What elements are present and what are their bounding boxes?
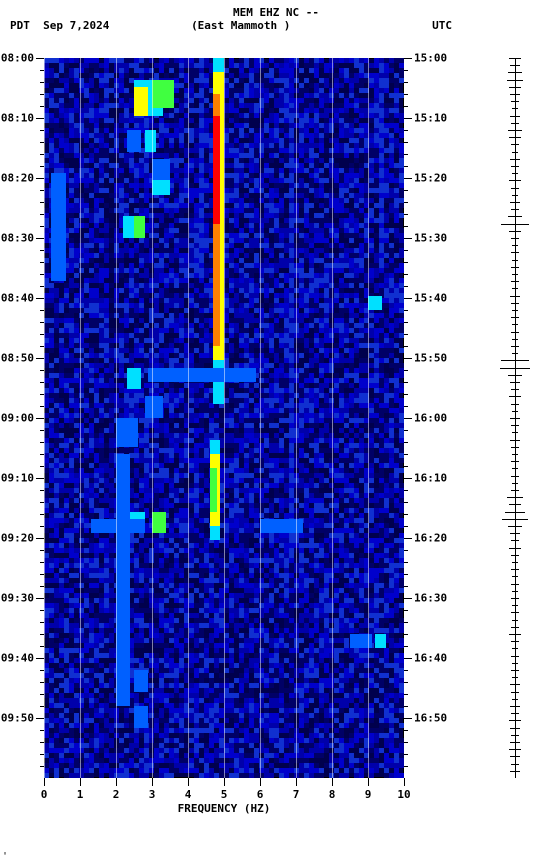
noise-cell (104, 288, 109, 293)
tz-right: UTC (432, 19, 452, 32)
noise-cell (279, 183, 284, 188)
noise-cell (49, 78, 54, 83)
noise-cell (349, 238, 354, 243)
noise-cell (99, 418, 104, 423)
noise-cell (309, 203, 314, 208)
date-label: Sep 7,2024 (43, 19, 109, 32)
noise-cell (124, 323, 129, 328)
noise-cell (84, 333, 89, 338)
station-title-1: MEM EHZ NC -- (0, 6, 552, 19)
noise-cell (189, 338, 194, 343)
noise-cell (49, 348, 54, 353)
noise-cell (104, 258, 109, 263)
noise-cell (299, 353, 304, 358)
noise-cell (304, 328, 309, 333)
noise-cell (244, 253, 249, 258)
noise-cell (344, 198, 349, 203)
noise-cell (179, 478, 184, 483)
noise-cell (299, 68, 304, 73)
noise-cell (74, 228, 79, 233)
noise-cell (344, 153, 349, 158)
noise-cell (59, 423, 64, 428)
tz-left: PDT (10, 19, 30, 32)
chart-header: MEM EHZ NC -- PDT Sep 7,2024 (East Mammo… (0, 6, 552, 32)
noise-cell (169, 458, 174, 463)
noise-cell (339, 83, 344, 88)
noise-cell (319, 483, 324, 488)
station-title-2: (East Mammoth ) (191, 19, 290, 32)
noise-cell (394, 218, 399, 223)
noise-cell (74, 273, 79, 278)
noise-cell (269, 158, 274, 163)
noise-cell (174, 88, 179, 93)
spectrogram-chart: FREQUENCY (HZ) 01234567891008:0008:1008:… (44, 58, 404, 778)
noise-cell (229, 353, 234, 358)
noise-cell (104, 273, 109, 278)
noise-cell (384, 218, 389, 223)
